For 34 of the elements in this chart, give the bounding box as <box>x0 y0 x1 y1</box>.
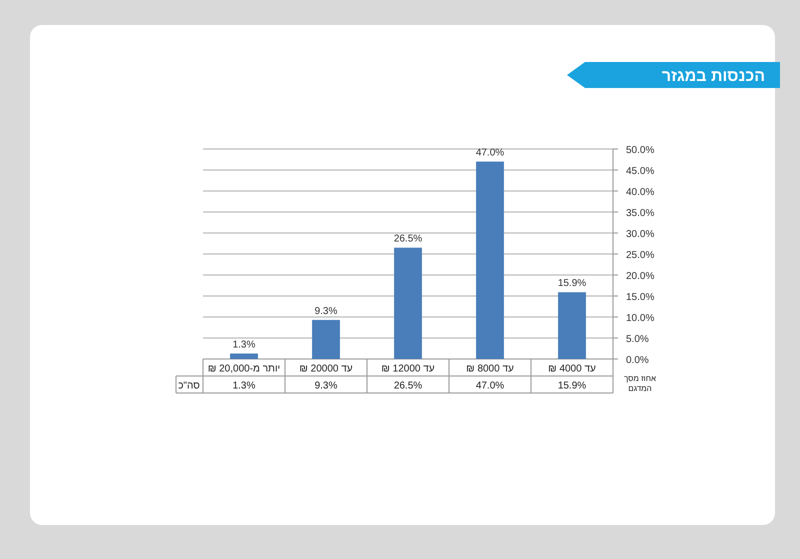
text: אחוז מסך המדגם <box>624 374 656 393</box>
text: 47.0% <box>476 148 504 159</box>
bar <box>230 354 258 359</box>
bar <box>312 320 340 359</box>
y-tick-label: 30.0% <box>626 229 654 240</box>
y-tick-label: 10.0% <box>626 313 654 324</box>
bar <box>394 248 422 359</box>
y-tick-label: 0.0% <box>626 355 649 366</box>
text: 15.9% <box>558 278 586 290</box>
x-tick-label: עד 4000 ₪ <box>548 364 596 374</box>
x-tick-label: עד 8000 ₪ <box>466 364 514 374</box>
data-label: 15.9% <box>558 380 586 392</box>
y-tick-label: 50.0% <box>626 145 654 156</box>
y-tick-label: 45.0% <box>626 166 654 177</box>
x-tick-label: עד 12000 ₪ <box>381 364 435 374</box>
text: 26.5% <box>394 234 422 245</box>
data-label: 47.0% <box>476 380 504 392</box>
data-label: 9.3% <box>314 380 338 392</box>
x-tick-label: יותר מ-20,000 ₪ <box>208 364 280 374</box>
y-tick-label: 40.0% <box>626 187 654 198</box>
y-tick-label: 25.0% <box>626 250 654 261</box>
text: סה"כ <box>178 380 200 392</box>
y-tick-label: 20.0% <box>626 271 654 282</box>
bar <box>476 162 504 359</box>
text: הכנסות במגזר <box>662 68 765 85</box>
bar <box>558 292 586 359</box>
y-tick-label: 5.0% <box>626 334 649 345</box>
data-label: 26.5% <box>394 380 422 392</box>
y-tick-label: 15.0% <box>626 292 654 303</box>
text: 1.3% <box>232 340 256 351</box>
y-tick-label: 35.0% <box>626 208 654 219</box>
text: 9.3% <box>314 306 338 317</box>
data-label: 1.3% <box>232 380 256 392</box>
x-tick-label: עד 20000 ₪ <box>299 364 353 374</box>
